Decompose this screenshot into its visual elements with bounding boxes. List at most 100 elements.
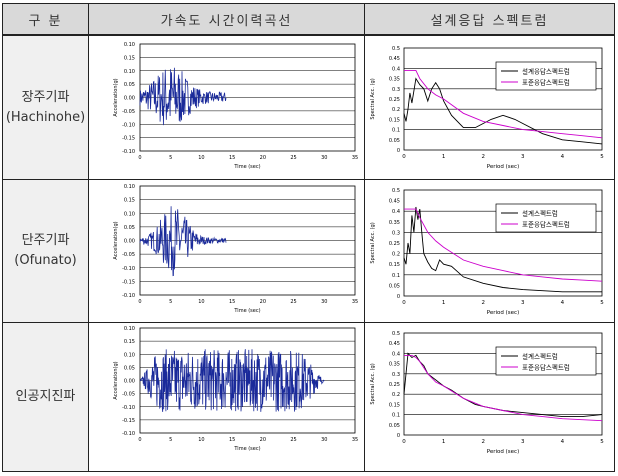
accel-xtick-label: 35 [352, 155, 358, 161]
spectrum-legend-box [495, 61, 597, 91]
accel-ytick-label: 0.10 [124, 69, 135, 75]
accel-ytick-label: 0.05 [124, 82, 135, 88]
spectrum-ytick-label: 0 [397, 294, 400, 300]
accel-ytick-label: -0.15 [122, 279, 135, 285]
row-sub: (Hachinohe) [5, 109, 86, 125]
spectrum-ytick-label: 0.4 [392, 351, 400, 357]
accel-ytick-label: -0.10 [122, 122, 135, 128]
spectrum-xtick-label: 3 [521, 154, 525, 160]
spectrum-xtick-label: 1 [442, 439, 446, 445]
acceleration-trace [139, 206, 227, 277]
legend-label: 표준응답스펙트럼 [522, 78, 570, 87]
accel-ytick-label: -0.15 [122, 136, 135, 142]
accel-xlabel: Time (sec) [233, 308, 260, 314]
spectrum-ytick-label: 0.35 [389, 220, 400, 226]
accel-ytick-label: -0.10 [122, 266, 135, 272]
spectrum-xtick-label: 2 [481, 439, 485, 445]
spectrum-legend-box [495, 203, 597, 233]
accel-ytick-label: -0.05 [122, 392, 135, 398]
accel-ytick-label: -0.10 [122, 149, 135, 155]
spectrum-ytick-label: 0.35 [389, 77, 400, 83]
accel-ytick-label: 0.10 [124, 211, 135, 217]
accel-xtick-label: 15 [229, 437, 235, 443]
accel-xtick-label: 0 [138, 299, 141, 305]
accel-ylabel: Acceleration(g) [113, 221, 119, 259]
accel-ytick-label: 0.10 [124, 352, 135, 358]
header-spectrum: 설계응답 스펙트럼 [365, 4, 614, 36]
spectrum-ytick-label: 0.5 [392, 46, 400, 52]
accel-ytick-label: -0.10 [122, 293, 135, 299]
accel-xlabel: Time (sec) [233, 446, 260, 452]
spectrum-xtick-label: 2 [481, 300, 485, 306]
accel-xtick-label: 25 [290, 155, 296, 161]
spectrum-ytick-label: 0.25 [389, 241, 400, 247]
spectrum-ytick-label: 0.2 [392, 252, 400, 258]
spectrum-ytick-label: 0.5 [392, 188, 400, 194]
accel-xtick-label: 35 [352, 299, 358, 305]
spectrum-series-line [404, 354, 603, 422]
spectrum-xtick-label: 3 [521, 300, 525, 306]
spectrum-xtick-label: 0 [402, 300, 406, 306]
accel-xtick-label: 30 [321, 155, 327, 161]
accel-xtick-label: 5 [169, 299, 172, 305]
spectrum-ylabel: Spectral Acc. (g) [370, 78, 376, 119]
accel-xtick-label: 30 [321, 437, 327, 443]
spectrum-xtick-label: 0 [402, 154, 406, 160]
accel-ytick-label: 0.00 [124, 96, 135, 102]
row-label-artificial: 인공지진파 [3, 323, 88, 471]
header-category: 구 분 [3, 4, 88, 36]
accel-ytick-label: -0.05 [122, 252, 135, 258]
spectrum-xtick-label: 1 [442, 300, 446, 306]
spectrum-xtick-label: 4 [561, 300, 565, 306]
spectrum-ytick-label: 0.3 [392, 87, 400, 93]
row-name: 장주기파 [21, 89, 70, 105]
spectrum-ytick-label: 0 [397, 433, 400, 439]
accel-ytick-label: 0.00 [124, 379, 135, 385]
spectrum-ytick-label: 0.05 [389, 423, 400, 429]
spectrum-ytick-label: 0.4 [392, 209, 400, 215]
spectrum-ytick-label: 0.15 [389, 402, 400, 408]
accel-xlabel: Time (sec) [233, 164, 260, 170]
legend-label: 표준응답스펙트럼 [522, 220, 570, 229]
accel-ytick-label: -0.15 [122, 418, 135, 424]
spectrum-xtick-label: 5 [600, 300, 604, 306]
spectrum-xtick-label: 0 [402, 439, 406, 445]
spectrum-ytick-label: 0.3 [392, 372, 400, 378]
spectrum-xtick-label: 4 [561, 439, 565, 445]
accel-ylabel: Acceleration(g) [113, 361, 119, 399]
legend-label: 설계스펙트럼 [522, 209, 558, 218]
spectrum-xlabel: Period (sec) [487, 164, 519, 170]
accel-ytick-label: 0.10 [124, 326, 135, 332]
spectrum-ytick-label: 0.2 [392, 392, 400, 398]
spectrum-xtick-label: 5 [600, 154, 604, 160]
spectrum-ytick-label: 0.45 [389, 341, 400, 347]
accel-xtick-label: 15 [229, 155, 235, 161]
accel-ytick-label: 0.10 [124, 184, 135, 190]
spectrum-ytick-label: 0.05 [389, 138, 400, 144]
comparison-table: 구 분 가속도 시간이력곡선 설계응답 스펙트럼 장주기파 (Hachinohe… [2, 3, 615, 472]
accel-xtick-label: 5 [169, 437, 172, 443]
spectrum-series-line [403, 352, 603, 418]
acceleration-trace [140, 349, 325, 412]
spectrum-ytick-label: 0.25 [389, 97, 400, 103]
spectrum-xtick-label: 4 [561, 154, 565, 160]
accel-xtick-label: 30 [321, 299, 327, 305]
accel-ylabel: Acceleration(g) [113, 78, 119, 116]
spectrum-xtick-label: 1 [442, 154, 446, 160]
spectrum-xtick-label: 2 [481, 154, 485, 160]
accel-ytick-label: 0.10 [124, 42, 135, 48]
spectrum-xtick-label: 3 [521, 439, 525, 445]
accel-xtick-label: 10 [198, 299, 204, 305]
legend-label: 설계응답스펙트럼 [522, 67, 570, 76]
row-label-short-period: 단주기파 (Ofunato) [3, 180, 88, 322]
accel-xtick-label: 35 [352, 437, 358, 443]
spectrum-ytick-label: 0.45 [389, 199, 400, 205]
spectrum-series-line [404, 208, 603, 282]
accel-xtick-label: 0 [138, 437, 141, 443]
spectrum-ytick-label: 0.2 [392, 107, 400, 113]
spectrum-ytick-label: 0.1 [392, 413, 400, 419]
spectrum-series-line [403, 206, 602, 293]
spectrum-ytick-label: 0.4 [392, 66, 400, 72]
row-sub: (Ofunato) [14, 253, 77, 268]
